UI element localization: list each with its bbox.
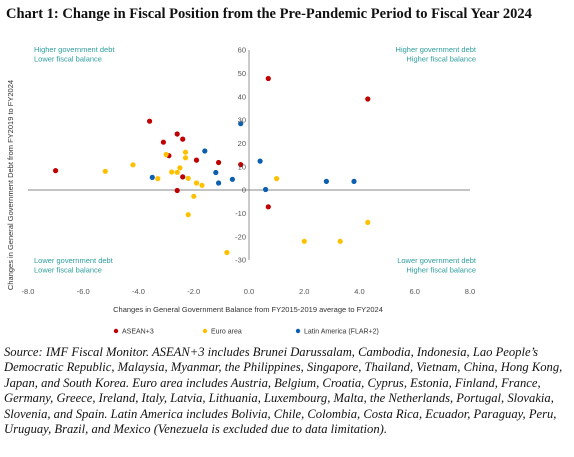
data-point xyxy=(182,149,189,155)
x-tick-label: -4.0 xyxy=(132,287,145,296)
data-point xyxy=(257,158,263,164)
data-point xyxy=(213,169,219,176)
quadrant-label-top-left: Higher government debt xyxy=(34,45,115,54)
legend-label: ASEAN+3 xyxy=(122,329,154,336)
data-point xyxy=(174,187,180,194)
y-tick-label: -10 xyxy=(235,209,246,218)
data-point xyxy=(365,219,371,225)
quadrant-label-bottom-right: Lower government debt xyxy=(397,256,477,265)
y-tick-label: 50 xyxy=(238,69,246,78)
quadrant-label-top-right: Higher fiscal balance xyxy=(406,55,476,64)
data-point xyxy=(185,212,191,218)
data-point xyxy=(274,176,280,182)
legend-marker xyxy=(295,328,301,334)
data-point xyxy=(160,139,166,145)
y-tick-label: 20 xyxy=(238,139,246,148)
y-tick-label: 40 xyxy=(238,92,246,101)
data-point xyxy=(202,148,208,154)
data-point xyxy=(238,162,244,168)
data-point xyxy=(102,168,108,174)
data-point xyxy=(130,162,136,168)
data-point xyxy=(174,169,180,175)
source-note: Source: IMF Fiscal Monitor. ASEAN+3 incl… xyxy=(4,345,563,437)
data-point xyxy=(191,193,197,199)
quadrant-label-bottom-left: Lower fiscal balance xyxy=(34,266,102,275)
legend-marker xyxy=(202,328,208,334)
data-point xyxy=(301,238,307,244)
x-tick-label: -2.0 xyxy=(187,287,200,296)
data-point xyxy=(185,175,191,181)
data-point xyxy=(180,174,186,180)
x-axis-label: Changes in General Government Balance fr… xyxy=(113,305,383,314)
quadrant-label-bottom-left: Lower government debt xyxy=(34,256,114,265)
data-point xyxy=(229,176,235,182)
data-point xyxy=(147,118,153,124)
data-point xyxy=(265,204,271,210)
legend-label: Euro area xyxy=(211,329,242,336)
x-tick-label: 6.0 xyxy=(410,287,420,296)
data-point xyxy=(149,174,155,180)
data-point xyxy=(199,182,205,188)
data-point xyxy=(53,168,59,174)
quadrant-label-top-left: Lower fiscal balance xyxy=(34,55,102,64)
tick-labels: -8.0 -6.0 -4.0 -2.0 0.0 2.0 4.0 6.0 8.0 -30 -20 -10… xyxy=(22,46,476,296)
legend: ASEAN+3 Euro area Latin America (FLAR+2) xyxy=(113,328,379,336)
y-axis-label: Changes in General Government Debt from … xyxy=(6,80,15,290)
data-point xyxy=(216,159,222,166)
x-tick-label: 8.0 xyxy=(465,287,475,296)
x-tick-label: -8.0 xyxy=(22,287,35,296)
y-tick-label: 30 xyxy=(238,116,246,125)
data-point xyxy=(182,155,189,161)
quadrant-label-bottom-right: Higher fiscal balance xyxy=(406,266,476,275)
y-tick-label: 10 xyxy=(238,162,246,171)
x-tick-label: -6.0 xyxy=(77,287,90,296)
y-tick-label: 60 xyxy=(238,46,246,55)
legend-label: Latin America (FLAR+2) xyxy=(304,329,379,336)
y-tick-label: -30 xyxy=(235,256,246,265)
data-point xyxy=(351,178,357,184)
axes-group xyxy=(28,50,470,260)
y-tick-label: -20 xyxy=(235,232,246,241)
data-point xyxy=(224,249,230,256)
data-point xyxy=(193,180,200,186)
data-point xyxy=(163,151,169,158)
data-point xyxy=(169,169,175,175)
data-points xyxy=(53,75,371,256)
data-point xyxy=(238,121,244,127)
data-point xyxy=(365,96,371,102)
data-point xyxy=(265,75,271,82)
x-tick-label: 4.0 xyxy=(354,287,364,296)
quadrant-label-top-right: Higher government debt xyxy=(396,45,477,54)
data-point xyxy=(337,238,343,244)
data-point xyxy=(174,131,180,137)
legend-marker xyxy=(113,328,119,334)
y-tick-label: 0 xyxy=(242,186,246,195)
data-point xyxy=(216,180,222,186)
x-tick-label: 2.0 xyxy=(299,287,309,296)
data-point xyxy=(323,178,329,184)
data-point xyxy=(155,176,161,182)
chart-title: Chart 1: Change in Fiscal Position from … xyxy=(6,6,532,22)
data-point xyxy=(177,165,183,171)
x-tick-label: 0.0 xyxy=(244,287,254,296)
data-point xyxy=(193,157,200,163)
data-point xyxy=(263,186,269,193)
data-point xyxy=(180,136,186,142)
